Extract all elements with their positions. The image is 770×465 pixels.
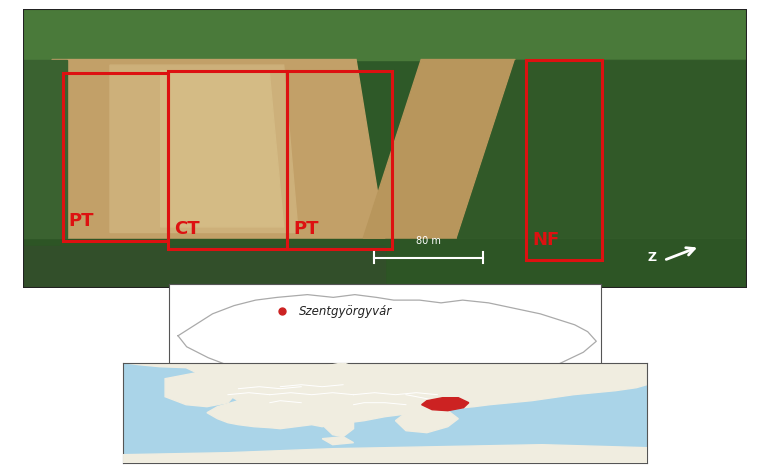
Polygon shape [457,60,747,238]
Polygon shape [457,60,747,238]
Polygon shape [23,60,66,238]
Bar [287,71,392,249]
Polygon shape [422,398,469,411]
Polygon shape [165,373,239,407]
Text: PT: PT [293,220,319,238]
Polygon shape [322,407,353,437]
Bar [168,71,287,249]
Polygon shape [396,409,458,432]
Text: Z: Z [648,251,656,264]
Polygon shape [217,375,249,389]
Polygon shape [363,60,515,238]
Polygon shape [301,363,364,385]
Polygon shape [161,71,283,227]
Bar [63,73,168,241]
Text: CT: CT [174,220,199,238]
Text: NF: NF [532,231,559,249]
Text: PT: PT [69,212,94,230]
Polygon shape [123,445,647,463]
Text: Szentgyörgyvár: Szentgyörgyvár [299,305,392,318]
Polygon shape [23,9,747,60]
Polygon shape [322,437,353,445]
Polygon shape [110,65,298,232]
Text: 80 m: 80 m [416,236,441,246]
Polygon shape [23,246,385,288]
Polygon shape [52,60,385,238]
Polygon shape [23,238,747,288]
Bar [526,60,602,260]
Polygon shape [123,363,647,429]
